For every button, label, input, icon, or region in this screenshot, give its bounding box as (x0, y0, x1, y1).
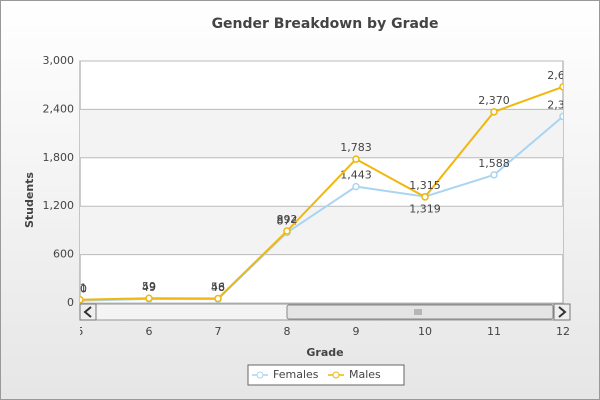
scrollbar[interactable] (79, 303, 571, 321)
scroll-right[interactable] (553, 303, 571, 321)
data-point (214, 294, 222, 303)
data-label: 41 (73, 282, 87, 295)
chart-title: Gender Breakdown by Grade (212, 16, 439, 32)
arrow-left (83, 306, 92, 318)
data-point (145, 294, 153, 302)
x-tick-label: 7 (215, 325, 222, 338)
data-point (559, 83, 563, 91)
data-point (490, 171, 498, 179)
data-label: 2,370 (478, 94, 510, 107)
plot-area (79, 60, 564, 304)
legend-label: Females (273, 368, 319, 381)
y-tick-label: 1,800 (43, 151, 75, 164)
scroll-thumb[interactable] (286, 304, 554, 320)
x-labels: 5 6 7 8 9 10 11 12 (77, 325, 570, 338)
data-label: 1,315 (409, 179, 441, 192)
data-point (490, 108, 498, 116)
thumb-grip (414, 309, 422, 315)
legend-marker (256, 371, 264, 379)
x-tick-label: 11 (487, 325, 501, 338)
data-label: 1,588 (478, 157, 510, 170)
data-label: 30 (73, 283, 87, 296)
data-label: 56 (211, 280, 225, 293)
legend-label: Males (349, 368, 381, 381)
y-tick-label: 0 (67, 296, 74, 309)
data-label: 2,313 (547, 98, 579, 111)
x-tick-label: 10 (418, 325, 432, 338)
data-label: 892 (277, 213, 298, 226)
x-tick-label: 6 (146, 325, 153, 338)
y-tick-label: 600 (53, 248, 74, 261)
data-point (352, 182, 360, 191)
y-axis-title: Students (23, 172, 36, 228)
x-tick-label: 12 (556, 325, 570, 338)
data-point (283, 227, 291, 235)
data-point (421, 193, 429, 201)
data-point (80, 295, 84, 303)
grid-band (80, 206, 563, 255)
scroll-left[interactable] (79, 303, 97, 321)
arrow-right (558, 306, 567, 318)
data-label: 49 (142, 281, 156, 294)
x-tick-label: 5 (77, 325, 84, 338)
grid-band (80, 109, 563, 158)
x-axis-title: Grade (306, 346, 343, 359)
data-label: 1,319 (409, 203, 441, 216)
data-label: 48 (211, 281, 225, 294)
data-label: 1,443 (340, 169, 372, 182)
x-tick-label: 8 (284, 325, 291, 338)
legend-marker (332, 371, 340, 379)
data-label: 2,680 (547, 69, 579, 82)
y-tick-label: 1,200 (43, 199, 75, 212)
data-point (352, 155, 360, 163)
legend (247, 364, 405, 386)
data-point (559, 112, 563, 121)
data-label: 1,783 (340, 141, 372, 154)
series-line (80, 85, 563, 301)
x-tick-label: 9 (353, 325, 360, 338)
data-label: 59 (142, 280, 156, 293)
y-tick-label: 2,400 (43, 102, 75, 115)
y-tick-label: 3,000 (43, 54, 75, 67)
